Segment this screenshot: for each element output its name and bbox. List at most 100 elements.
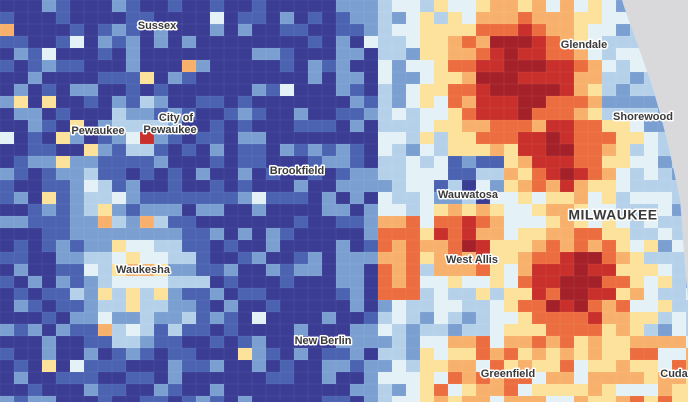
- region-cell: [391, 71, 407, 85]
- region-cell: [573, 0, 589, 13]
- region-cell: [615, 191, 631, 205]
- region-cell: [27, 395, 43, 402]
- region-cell: [139, 371, 155, 385]
- region-cell: [55, 359, 71, 373]
- region-cell: [489, 83, 505, 97]
- region-cell: [27, 371, 43, 385]
- region-cell: [615, 143, 631, 157]
- region-cell: [209, 191, 225, 205]
- region-cell: [111, 143, 127, 157]
- region-cell: [405, 359, 421, 373]
- region-cell: [209, 71, 225, 85]
- region-cell: [125, 167, 141, 181]
- region-cell: [447, 83, 463, 97]
- region-cell: [573, 263, 589, 277]
- region-cell: [405, 95, 421, 109]
- region-cell: [69, 167, 85, 181]
- place-label: Cuda: [660, 368, 688, 380]
- region-cell: [307, 263, 323, 277]
- region-cell: [433, 35, 449, 49]
- region-cell: [433, 347, 449, 361]
- region-cell: [223, 263, 239, 277]
- region-cell: [83, 263, 99, 277]
- region-cell: [503, 107, 519, 121]
- region-cell: [363, 59, 379, 73]
- region-cell: [349, 143, 365, 157]
- region-cell: [433, 359, 449, 373]
- region-cell: [447, 131, 463, 145]
- region-cell: [0, 83, 15, 97]
- region-cell: [209, 263, 225, 277]
- region-cell: [111, 191, 127, 205]
- region-cell: [223, 107, 239, 121]
- region-cell: [629, 131, 645, 145]
- region-cell: [559, 239, 575, 253]
- region-cell: [363, 143, 379, 157]
- region-cell: [237, 95, 253, 109]
- region-cell: [433, 0, 449, 13]
- region-cell: [125, 59, 141, 73]
- region-cell: [251, 311, 267, 325]
- region-cell: [55, 35, 71, 49]
- region-cell: [545, 299, 561, 313]
- region-cell: [83, 383, 99, 397]
- region-cell: [377, 191, 393, 205]
- region-cell: [461, 215, 477, 229]
- region-cell: [69, 11, 85, 25]
- region-cell: [27, 227, 43, 241]
- region-cell: [349, 131, 365, 145]
- region-cell: [419, 239, 435, 253]
- region-cell: [461, 311, 477, 325]
- region-cell: [615, 155, 631, 169]
- region-cell: [629, 83, 645, 97]
- region-cell: [461, 299, 477, 313]
- region-cell: [489, 311, 505, 325]
- region-cell: [293, 83, 309, 97]
- region-cell: [447, 155, 463, 169]
- region-cell: [671, 383, 687, 397]
- region-cell: [657, 383, 673, 397]
- region-cell: [545, 251, 561, 265]
- region-cell: [559, 179, 575, 193]
- region-cell: [433, 371, 449, 385]
- region-cell: [517, 59, 533, 73]
- region-cell: [391, 143, 407, 157]
- lake: [622, 0, 688, 402]
- region-cell: [391, 263, 407, 277]
- region-cell: [279, 83, 295, 97]
- region-cell: [545, 191, 561, 205]
- region-cell: [13, 287, 29, 301]
- region-cell: [685, 311, 688, 325]
- region-cell: [125, 35, 141, 49]
- region-cell: [475, 239, 491, 253]
- region-cell: [461, 0, 477, 13]
- region-cell: [321, 11, 337, 25]
- region-cell: [195, 239, 211, 253]
- region-cell: [83, 215, 99, 229]
- region-cell: [279, 95, 295, 109]
- region-cell: [69, 395, 85, 402]
- region-cell: [517, 119, 533, 133]
- region-cell: [251, 71, 267, 85]
- region-cell: [405, 311, 421, 325]
- region-cell: [279, 359, 295, 373]
- region-cell: [13, 335, 29, 349]
- region-cell: [181, 23, 197, 37]
- region-cell: [335, 107, 351, 121]
- region-cell: [153, 83, 169, 97]
- region-cell: [475, 23, 491, 37]
- region-cell: [503, 239, 519, 253]
- region-cell: [461, 23, 477, 37]
- region-cell: [335, 239, 351, 253]
- region-cell: [433, 155, 449, 169]
- region-cell: [391, 299, 407, 313]
- region-cell: [223, 287, 239, 301]
- region-cell: [307, 11, 323, 25]
- region-cell: [69, 35, 85, 49]
- region-cell: [573, 131, 589, 145]
- region-cell: [601, 131, 617, 145]
- region-cell: [573, 59, 589, 73]
- region-cell: [391, 239, 407, 253]
- region-cell: [69, 263, 85, 277]
- region-cell: [643, 263, 659, 277]
